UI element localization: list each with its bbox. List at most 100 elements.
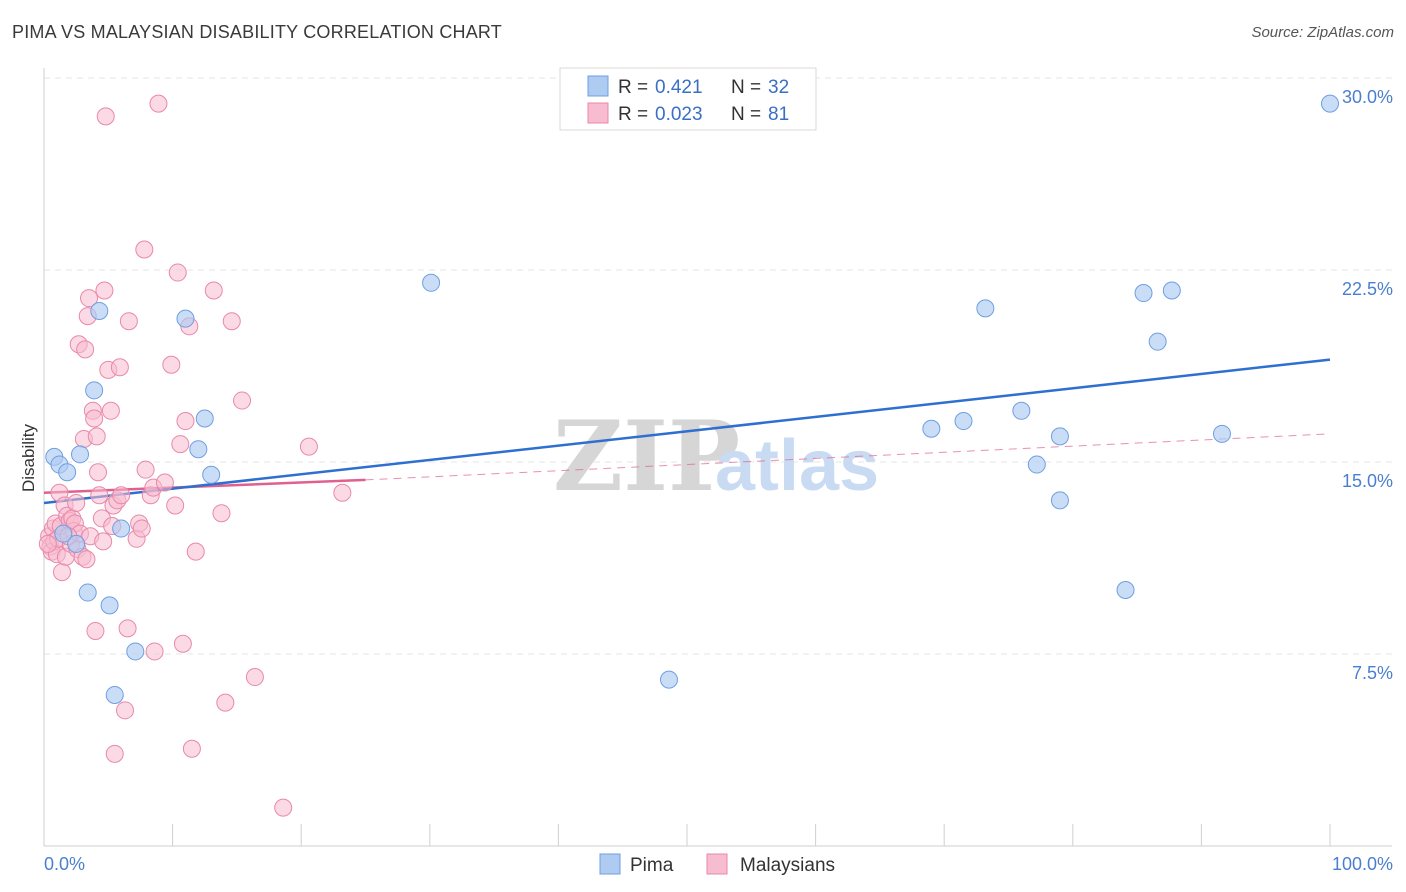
malaysians-point-47 [112, 486, 131, 505]
malaysians-point-60 [155, 473, 174, 492]
malaysians-point-75 [245, 668, 264, 687]
bottom-legend-pima: Pima [630, 855, 674, 876]
y-tick-labels: 7.5% 15.0% 22.5% 30.0% [1342, 87, 1393, 683]
malaysians-point-31 [85, 409, 104, 428]
malaysians-point-53 [132, 519, 151, 538]
axes [43, 68, 1392, 847]
malaysians-point-33 [87, 427, 106, 446]
pima-point-13 [195, 409, 214, 428]
malaysians-point-65 [173, 634, 192, 653]
legend-r-value-1: 0.421 [655, 77, 703, 98]
malaysians-point-74 [233, 391, 252, 410]
pima-point-28 [1162, 281, 1181, 300]
source-label: Source: ZipAtlas.com [1251, 24, 1394, 41]
legend-r-label-2: R = [618, 104, 648, 125]
malaysians-point-37 [94, 532, 113, 551]
pima-point-15 [202, 465, 221, 484]
pima-point-7 [78, 583, 97, 602]
malaysians-point-50 [119, 312, 138, 331]
watermark-zip: ZIP [553, 400, 740, 513]
malaysians-point-77 [299, 437, 318, 456]
pima-points [45, 94, 1339, 704]
malaysians-point-19 [67, 493, 86, 512]
malaysians-point-32 [86, 621, 105, 640]
malaysians-point-61 [162, 355, 181, 374]
pima-point-12 [176, 309, 195, 328]
pima-point-26 [1134, 284, 1153, 303]
pima-point-3 [71, 445, 90, 464]
pima-point-4 [85, 381, 104, 400]
bottom-legend-swatch-pima [599, 853, 621, 875]
malaysians-point-25 [76, 340, 95, 359]
legend-r-value-2: 0.023 [655, 104, 703, 125]
malaysians-point-41 [101, 401, 120, 420]
watermark: ZIP atlas [553, 400, 879, 513]
pima-point-5 [90, 301, 109, 320]
pima-point-11 [105, 685, 124, 704]
malaysians-point-72 [216, 693, 235, 712]
pima-point-17 [659, 670, 678, 689]
pima-point-2 [58, 463, 77, 482]
malaysians-point-26 [77, 550, 96, 569]
chart-title: PIMA VS MALAYSIAN DISABILITY CORRELATION… [12, 22, 502, 42]
malaysians-point-59 [149, 94, 168, 113]
malaysians-trend-extension [365, 433, 1331, 481]
malaysians-point-39 [96, 107, 115, 126]
malaysians-point-76 [274, 798, 293, 817]
malaysians-point-54 [135, 240, 154, 259]
legend: R = 0.421 N = 32 R = 0.023 N = 81 [559, 67, 817, 131]
malaysians-point-49 [118, 619, 137, 638]
malaysians-point-78 [333, 483, 352, 502]
malaysians-point-63 [168, 263, 187, 282]
malaysians-point-71 [212, 504, 231, 523]
legend-swatch-malaysians [587, 102, 609, 124]
pima-point-21 [1012, 401, 1031, 420]
pima-point-31 [54, 524, 73, 543]
y-tick-label-1: 15.0% [1342, 471, 1393, 491]
y-tick-label-2: 22.5% [1342, 279, 1393, 299]
malaysians-point-62 [166, 496, 185, 515]
pima-point-23 [1050, 427, 1069, 446]
legend-n-label-1: N = [731, 77, 761, 98]
malaysians-point-48 [116, 701, 135, 720]
pima-point-19 [954, 412, 973, 431]
pima-point-22 [1027, 455, 1046, 474]
y-tick-label-0: 7.5% [1352, 663, 1393, 683]
watermark-atlas: atlas [715, 426, 879, 506]
pima-point-16 [422, 273, 441, 292]
malaysians-point-66 [176, 412, 195, 431]
malaysians-point-70 [204, 281, 223, 300]
pima-point-8 [100, 596, 119, 615]
pima-point-27 [1148, 332, 1167, 351]
pima-point-9 [112, 519, 131, 538]
x-tick-labels: 0.0% 100.0% [44, 854, 1393, 874]
pima-point-20 [976, 299, 995, 318]
y-axis-label: Disability [19, 423, 38, 492]
pima-point-10 [126, 642, 145, 661]
malaysians-point-64 [171, 435, 190, 454]
pima-point-29 [1212, 424, 1231, 443]
bottom-legend-malaysians: Malaysians [740, 855, 835, 876]
pima-point-24 [1050, 491, 1069, 510]
legend-swatch-pima [587, 75, 609, 97]
malaysians-point-46 [110, 358, 129, 377]
x-tick-label-max: 100.0% [1332, 854, 1393, 874]
malaysians-point-58 [145, 642, 164, 661]
pima-point-6 [67, 534, 86, 553]
x-tick-label-min: 0.0% [44, 854, 85, 874]
malaysians-point-73 [222, 312, 241, 331]
malaysians-point-10 [53, 563, 72, 582]
malaysians-point-68 [182, 739, 201, 758]
pima-point-25 [1116, 581, 1135, 599]
malaysians-point-44 [105, 744, 124, 763]
pima-point-30 [1321, 94, 1339, 113]
pima-point-18 [922, 419, 941, 438]
malaysians-point-28 [80, 289, 99, 308]
legend-n-label-2: N = [731, 104, 761, 125]
legend-n-value-2: 81 [768, 104, 789, 125]
legend-n-value-1: 32 [768, 77, 789, 98]
malaysians-point-34 [89, 463, 108, 482]
malaysians-point-38 [95, 281, 114, 300]
pima-trend-line [43, 358, 1331, 505]
malaysians-point-80 [38, 534, 57, 553]
